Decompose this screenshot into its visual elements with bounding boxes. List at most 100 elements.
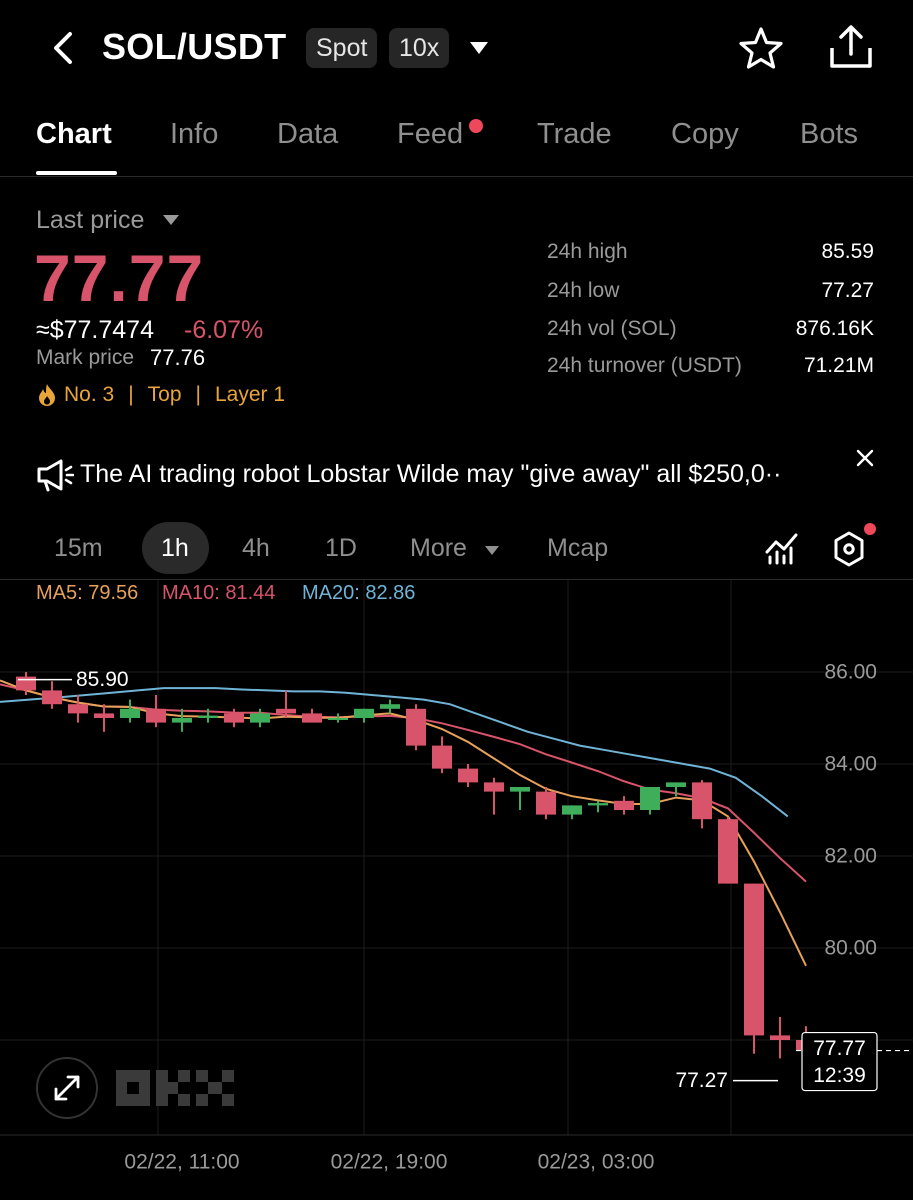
pair-dropdown-caret-icon[interactable] bbox=[468, 40, 490, 56]
chart-top-divider bbox=[0, 579, 913, 580]
feed-notification-dot bbox=[469, 119, 483, 133]
candle-body bbox=[120, 708, 140, 718]
candle-body bbox=[536, 791, 556, 815]
candle bbox=[224, 708, 244, 728]
pair-title[interactable]: SOL/USDT bbox=[102, 26, 287, 67]
candle bbox=[744, 883, 764, 1054]
timeframe-1d[interactable]: 1D bbox=[325, 534, 357, 562]
okx-logo-watermark bbox=[116, 1070, 234, 1106]
candle bbox=[718, 816, 738, 884]
y-tick-label: 82.00 bbox=[824, 845, 877, 868]
candle-body bbox=[484, 782, 504, 792]
timeframe-15m[interactable]: 15m bbox=[54, 534, 103, 562]
stat-label-24h-high: 24h high bbox=[547, 240, 628, 263]
tab-chart[interactable]: Chart bbox=[36, 118, 112, 150]
usd-equivalent-price: ≈$77.7474 bbox=[36, 316, 154, 344]
tags-row: No. 3 | Top | Layer 1 bbox=[36, 383, 285, 407]
candle bbox=[484, 777, 504, 815]
truncation-dots: ·· bbox=[764, 460, 782, 488]
stat-value-24h-low: 77.27 bbox=[821, 279, 874, 302]
tab-bots[interactable]: Bots bbox=[800, 118, 859, 150]
mark-price-label: Mark price bbox=[36, 346, 135, 369]
candle bbox=[562, 805, 582, 820]
candle-body bbox=[302, 713, 322, 723]
flame-icon bbox=[39, 384, 55, 406]
tab-trade[interactable]: Trade bbox=[537, 118, 612, 150]
more-caret-icon[interactable] bbox=[484, 545, 500, 556]
x-tick-label: 02/23, 03:00 bbox=[538, 1151, 655, 1174]
category-tag[interactable]: Layer 1 bbox=[215, 383, 286, 406]
candle bbox=[640, 787, 660, 815]
timeframe-1h[interactable]: 1h bbox=[161, 534, 189, 562]
candle-body bbox=[588, 803, 608, 806]
timeframe-more[interactable]: More bbox=[410, 534, 467, 562]
share-icon[interactable] bbox=[826, 24, 876, 70]
candle bbox=[120, 699, 140, 723]
candle-body bbox=[718, 819, 738, 884]
candle bbox=[406, 704, 426, 751]
last-price-caret-icon[interactable] bbox=[162, 214, 180, 226]
candle-body bbox=[42, 690, 62, 705]
candle bbox=[510, 787, 530, 810]
candle bbox=[770, 1017, 790, 1059]
candle-body bbox=[614, 800, 634, 810]
timeframe-selected-bg bbox=[142, 522, 209, 574]
candle-body bbox=[68, 704, 88, 714]
tab-feed[interactable]: Feed bbox=[397, 118, 464, 150]
candle-body bbox=[224, 713, 244, 723]
stat-label-24h-low: 24h low bbox=[547, 279, 620, 302]
active-tab-indicator bbox=[36, 171, 117, 175]
tab-data[interactable]: Data bbox=[277, 118, 339, 150]
candle bbox=[354, 708, 374, 723]
y-tick-label: 86.00 bbox=[824, 661, 877, 684]
close-icon[interactable] bbox=[855, 448, 875, 468]
candle-countdown-label: 12:39 bbox=[813, 1064, 866, 1087]
candle-body bbox=[562, 805, 582, 815]
tab-copy[interactable]: Copy bbox=[671, 118, 739, 150]
candle bbox=[68, 695, 88, 723]
ma5-legend: MA5: 79.56 bbox=[36, 582, 139, 604]
candle bbox=[692, 780, 712, 829]
x-tick-label: 02/22, 11:00 bbox=[124, 1151, 239, 1174]
ma5-line bbox=[0, 679, 807, 967]
candle bbox=[380, 699, 400, 714]
candle-body bbox=[666, 782, 686, 787]
settings-hexagon-icon[interactable] bbox=[832, 530, 866, 568]
chart-overlay: 85.90 77.27 77.77 12:39 bbox=[18, 668, 913, 1092]
candles bbox=[16, 672, 816, 1074]
candle-body bbox=[406, 708, 426, 746]
candle bbox=[94, 704, 114, 732]
candle bbox=[302, 708, 322, 723]
stat-label-24h-turnover: 24h turnover (USDT) bbox=[547, 354, 742, 377]
candle bbox=[276, 690, 296, 718]
candle-body bbox=[380, 704, 400, 709]
tag-separator: | bbox=[195, 383, 201, 406]
candle-body bbox=[432, 745, 452, 769]
mark-price-value: 77.76 bbox=[150, 345, 206, 370]
candle-body bbox=[198, 715, 218, 718]
candle-body bbox=[172, 718, 192, 723]
current-price-label: 77.77 bbox=[813, 1037, 866, 1060]
ma20-line bbox=[0, 687, 789, 818]
last-price-label[interactable]: Last price bbox=[36, 206, 145, 234]
candle-body bbox=[354, 708, 374, 718]
candle-body bbox=[276, 708, 296, 714]
candle-body bbox=[458, 768, 478, 783]
tab-info[interactable]: Info bbox=[170, 118, 219, 150]
back-arrow-icon[interactable] bbox=[48, 30, 78, 66]
last-price-value: 77.77 bbox=[34, 241, 205, 315]
candle bbox=[328, 713, 348, 723]
candle bbox=[172, 708, 192, 732]
favorite-star-icon[interactable] bbox=[738, 26, 784, 70]
timeframe-4h[interactable]: 4h bbox=[242, 534, 270, 562]
tag-separator: | bbox=[128, 383, 134, 406]
rank-tag[interactable]: No. 3 bbox=[64, 383, 115, 406]
top-tag[interactable]: Top bbox=[147, 383, 182, 406]
timeframe-mcap[interactable]: Mcap bbox=[547, 534, 609, 562]
news-ticker[interactable]: The AI trading robot Lobstar Wilde may "… bbox=[80, 460, 782, 488]
candle bbox=[536, 787, 556, 820]
fullscreen-button[interactable] bbox=[36, 1057, 98, 1119]
indicator-chart-icon[interactable] bbox=[764, 530, 800, 566]
